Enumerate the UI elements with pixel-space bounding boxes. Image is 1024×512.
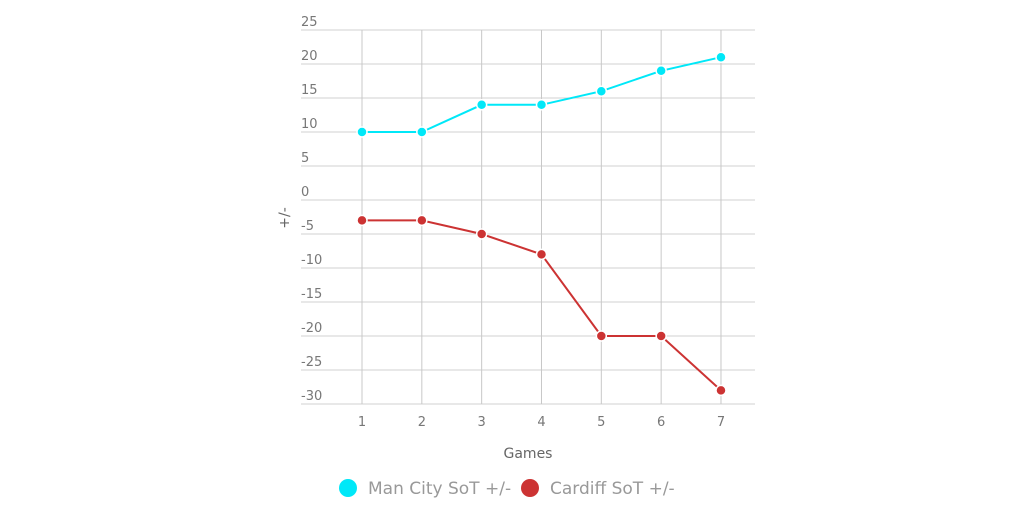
y-tick-label: 20: [301, 49, 318, 64]
series-1: [356, 214, 727, 397]
legend-label-cardiff[interactable]: Cardiff SoT +/-: [550, 479, 675, 499]
x-tick-label: 3: [478, 415, 486, 430]
y-axis-ticks: 25 20 15 10 5 0 -5 -10 -15 -20 -25 -30: [301, 15, 322, 404]
x-axis-label: Games: [504, 446, 553, 462]
x-tick-label: 5: [597, 415, 605, 430]
grid: [301, 29, 755, 405]
y-tick-label: -25: [301, 355, 322, 370]
y-tick-label: -15: [301, 287, 322, 302]
y-tick-label: 5: [301, 151, 309, 166]
y-tick-label: -20: [301, 321, 322, 336]
legend-marker-cardiff[interactable]: [521, 479, 539, 497]
data-point[interactable]: [356, 214, 368, 227]
data-point[interactable]: [475, 228, 488, 240]
y-axis-label: +/-: [277, 207, 293, 229]
x-tick-label: 7: [717, 415, 725, 430]
legend: Man City SoT +/- Cardiff SoT +/-: [339, 479, 675, 499]
legend-label-man-city[interactable]: Man City SoT +/-: [368, 479, 511, 499]
data-point[interactable]: [655, 65, 667, 77]
x-axis-ticks: 1 2 3 4 5 6 7: [358, 415, 725, 430]
y-tick-label: 10: [301, 117, 318, 132]
y-tick-label: 0: [301, 185, 309, 200]
data-point[interactable]: [535, 248, 548, 261]
data-point[interactable]: [715, 51, 727, 63]
series-0: [356, 51, 727, 138]
x-tick-label: 1: [358, 415, 366, 430]
data-point[interactable]: [475, 99, 488, 111]
data-point[interactable]: [715, 384, 727, 397]
data-point[interactable]: [595, 85, 608, 97]
series-group: [356, 51, 727, 397]
x-tick-label: 4: [537, 415, 545, 430]
data-point[interactable]: [356, 126, 368, 138]
data-point[interactable]: [655, 330, 667, 342]
data-point[interactable]: [416, 214, 428, 227]
y-tick-label: 25: [301, 15, 318, 30]
data-point[interactable]: [595, 330, 608, 342]
x-tick-label: 2: [418, 415, 426, 430]
legend-marker-man-city[interactable]: [339, 479, 357, 497]
y-tick-label: 15: [301, 83, 318, 98]
y-tick-label: -30: [301, 389, 322, 404]
x-tick-label: 6: [657, 415, 665, 430]
y-tick-label: -5: [301, 219, 314, 234]
data-point[interactable]: [535, 99, 548, 111]
y-tick-label: -10: [301, 253, 322, 268]
data-point[interactable]: [416, 126, 428, 138]
